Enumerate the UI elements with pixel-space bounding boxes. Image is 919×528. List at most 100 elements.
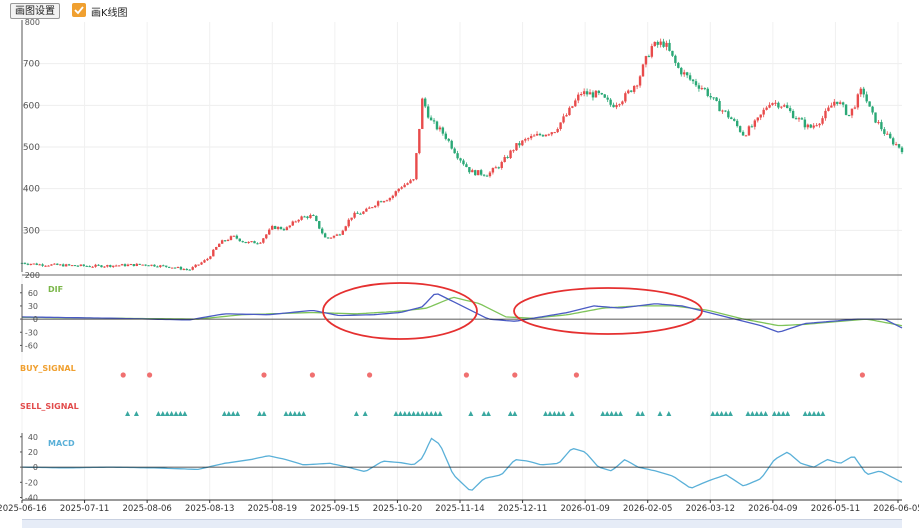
candle [547,134,551,136]
candle [226,239,230,241]
candle [518,143,521,146]
candle [833,101,836,106]
candle [856,94,860,108]
candle [135,263,138,266]
candle [865,94,868,102]
candle [877,122,880,124]
panel-labels: DIF BUY_SIGNAL SELL_SIGNAL MACD [20,285,79,448]
candle [391,195,395,198]
sell-signal-marker [437,411,443,416]
candle [656,41,659,45]
candle [94,264,97,267]
candle [306,216,309,219]
candle [641,64,645,77]
price-tick-label: 200 [25,271,40,280]
candle [206,258,209,261]
candle [630,90,633,92]
kline-checkbox[interactable] [72,3,86,17]
sell-signal-marker [261,411,267,416]
sell-signal-marker [164,411,170,416]
grid-lines [21,22,902,500]
candle [50,264,53,266]
candle [41,264,44,266]
x-tick-label: 2025-12-11 [498,504,547,514]
candle [680,67,683,75]
x-tick-label: 2025-08-06 [122,504,171,514]
candle [788,108,792,111]
candle [256,243,259,245]
x-tick-label: 2026-03-12 [686,504,735,514]
buy-signal-marker [147,372,153,378]
candle [215,246,218,250]
candle [700,88,704,90]
sell-signal-marker [785,411,791,416]
candle [64,264,68,267]
buy-signal-marker [120,372,126,378]
candle [315,215,318,221]
sell-signal-marker [221,411,227,416]
candle [62,264,65,267]
candle [462,160,465,165]
buy-signal-marker [367,372,373,378]
candle [847,114,851,116]
candle [268,229,271,235]
sell-signal-marker [397,411,403,416]
candle [691,79,695,82]
candle [603,94,606,98]
candle [117,265,121,267]
candle [235,235,239,239]
candle [350,217,353,220]
buy-signal-marker [573,372,580,378]
candle [185,269,189,271]
candle [429,117,433,121]
axes: 300 400 500 600 700 800 200 -60 -30 0 30 60 -40 -20 0 2… [0,18,919,514]
x-tick-label: 2025-07-11 [60,504,109,514]
horizontal-scrollbar[interactable] [22,519,902,528]
sell-signal-marker [815,411,821,416]
candle [868,101,871,107]
candle [88,266,91,268]
candle [532,135,536,137]
buy-signal-marker [463,372,469,378]
candle [503,157,506,163]
candle [76,265,80,267]
candle [894,144,898,146]
candle [191,267,194,270]
sell-signal-marker [802,411,808,416]
candle [365,208,368,212]
candle [688,75,692,80]
candle [409,180,412,184]
sell-signal-marker [719,411,725,416]
sell-signal-marker [600,411,606,416]
candle [900,147,904,153]
candle [862,88,865,95]
macd-label: MACD [48,439,75,448]
dif-panel [21,293,903,333]
candle [632,85,636,92]
candle [780,106,783,108]
sell-signal-marker [714,411,720,416]
draw-settings-button[interactable]: 画图设置 [10,3,60,19]
sell-signal-marker [125,411,131,416]
candle [415,153,418,180]
candle [188,269,191,271]
sell-signal-marker [745,411,751,416]
candle [129,264,133,266]
sell-signal-marker [169,411,175,416]
candle [488,172,492,177]
candle [447,138,450,141]
candle [756,117,759,121]
candle [26,263,30,265]
sell-signal-marker [257,411,263,416]
annotations [322,282,703,340]
sell-signal-marker [287,411,293,416]
candle [774,102,777,104]
sell-signal-marker [433,411,439,416]
candle [200,262,203,265]
candle [212,249,215,257]
candle [362,211,365,214]
candle [544,134,548,137]
candle [577,94,580,101]
x-tick-label: 2026-06-05 [873,504,919,514]
